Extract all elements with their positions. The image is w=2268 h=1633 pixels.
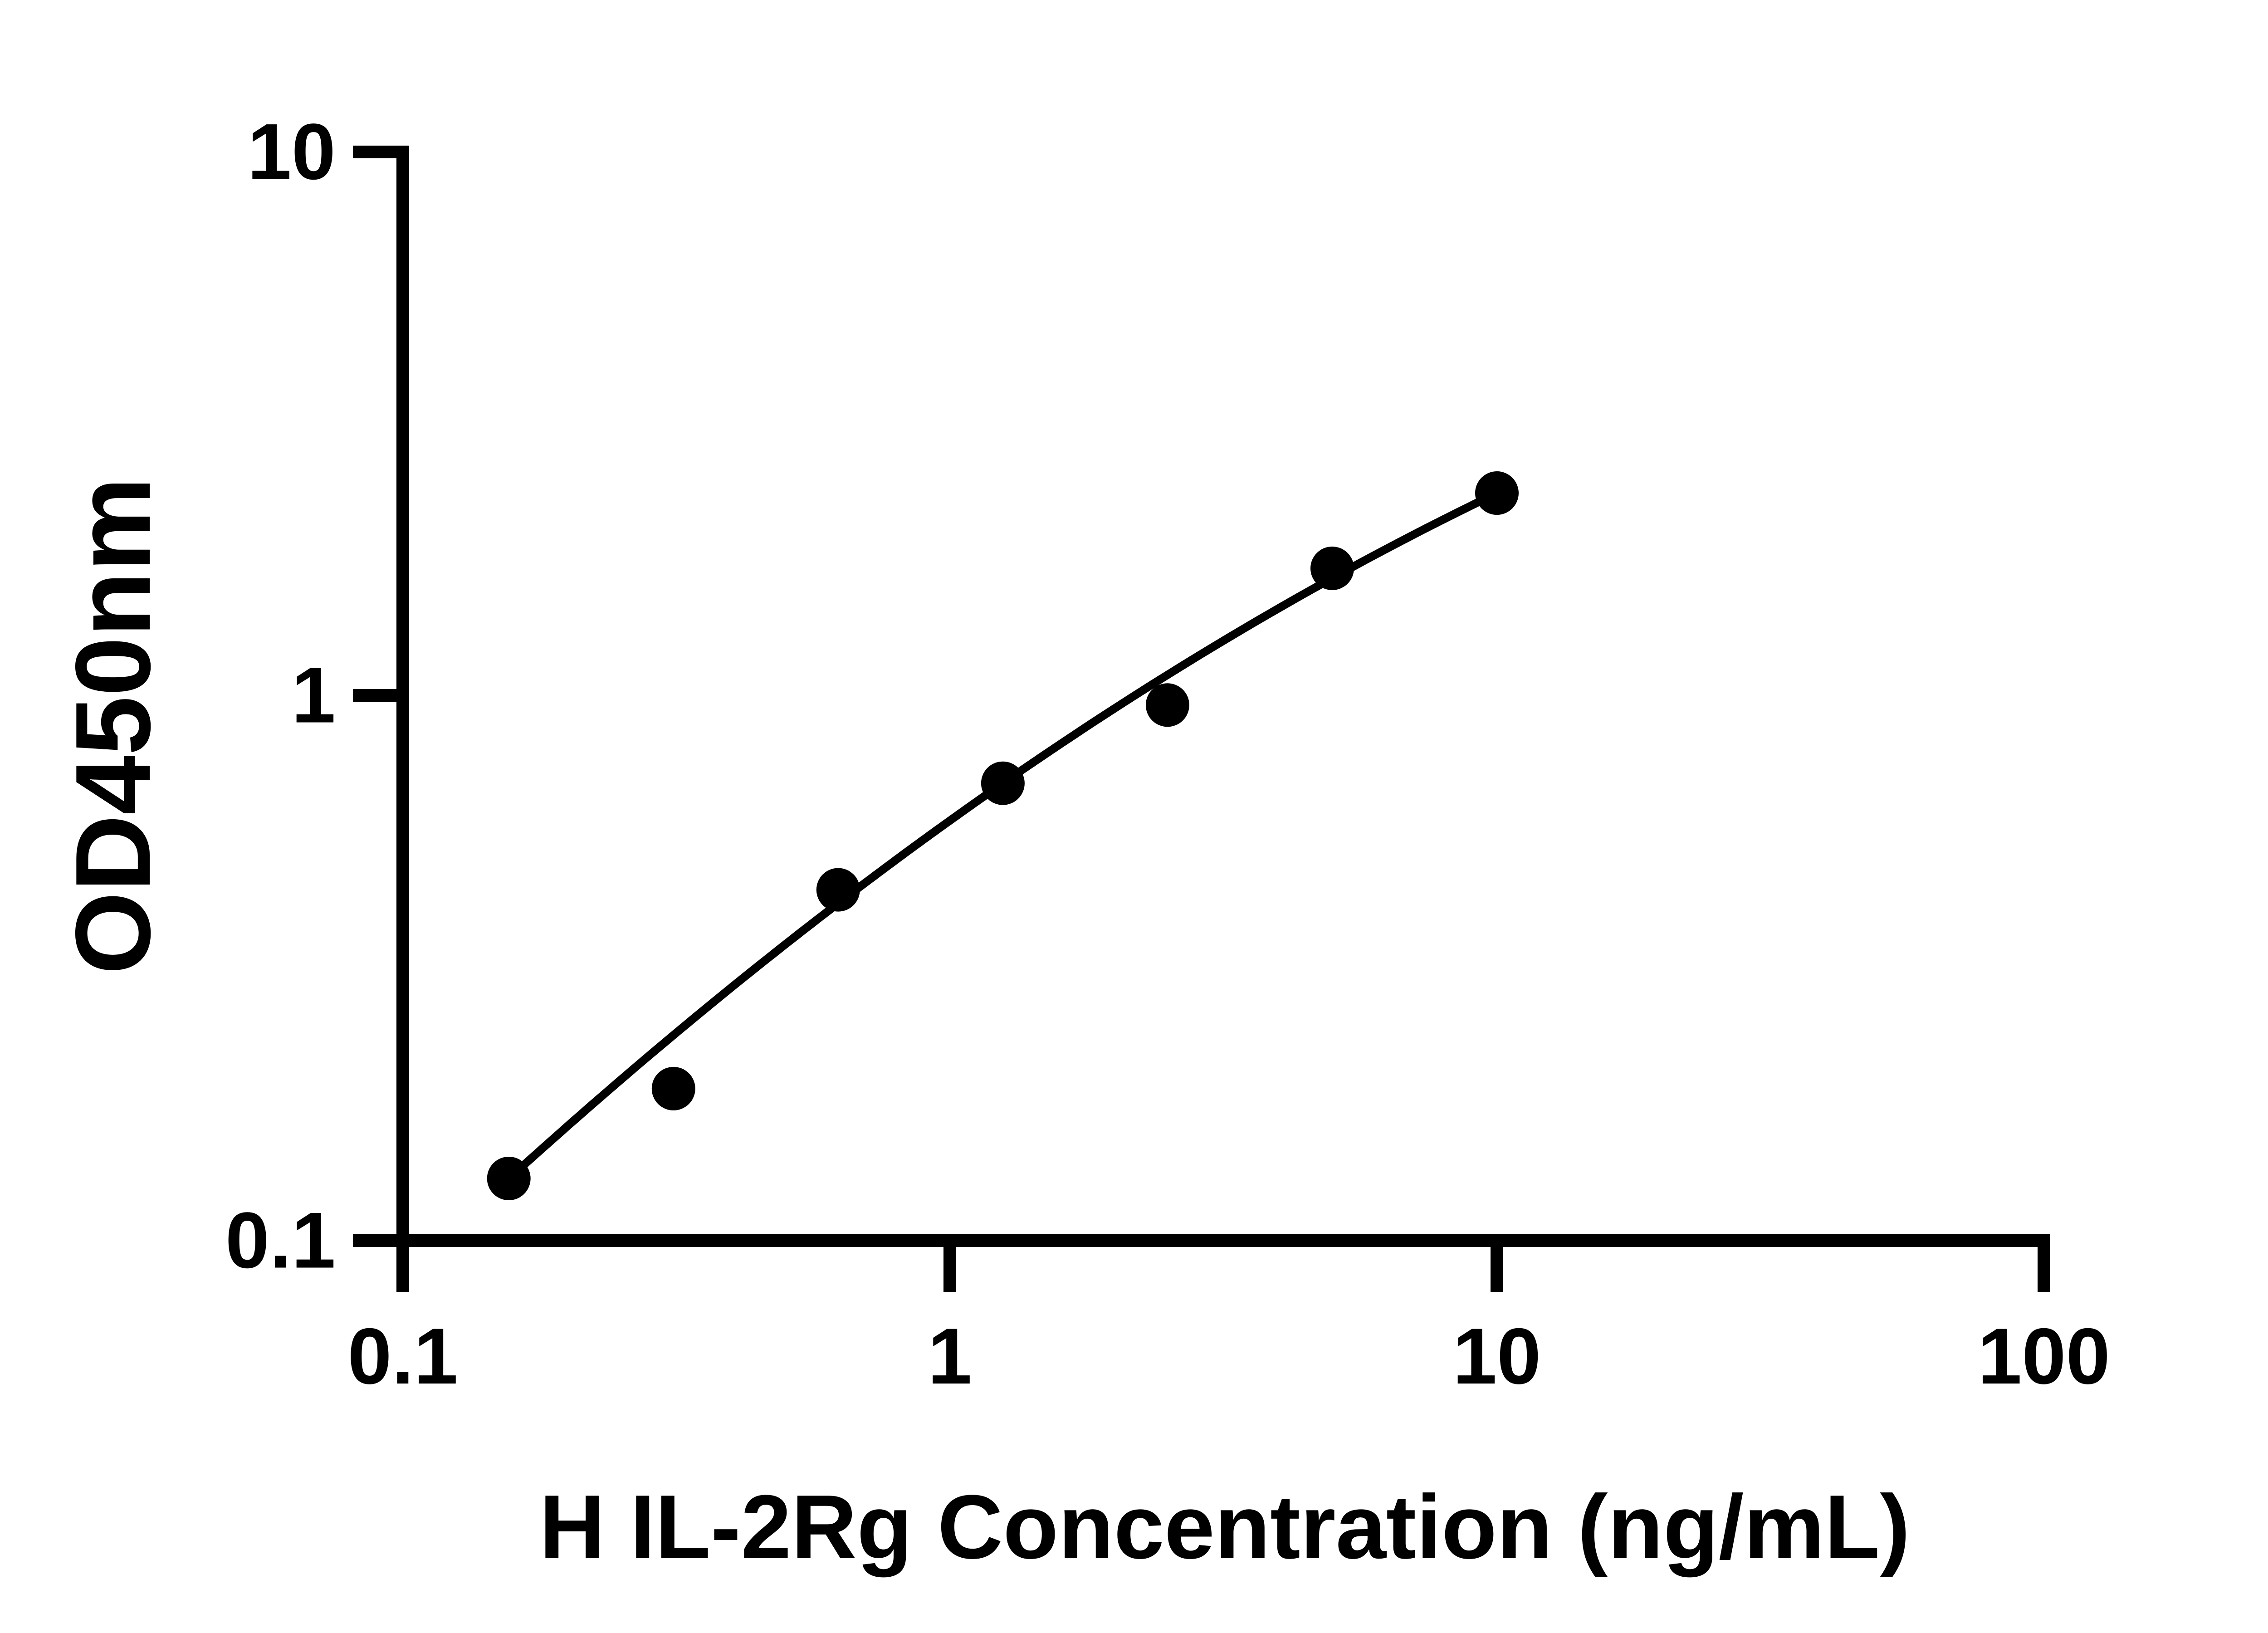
data-point — [981, 761, 1025, 805]
data-point — [1145, 683, 1189, 727]
tick-marks — [353, 146, 2050, 1292]
y-tick-label-1: 1 — [292, 651, 336, 740]
y-tick-label-10: 10 — [247, 108, 336, 196]
data-point — [1475, 471, 1519, 515]
x-axis-title: H IL-2Rg Concentration (ng/mL) — [539, 1477, 1910, 1578]
axes — [353, 146, 2050, 1292]
data-point — [651, 1066, 695, 1110]
data-point — [1310, 546, 1354, 590]
y-tick-labels: 10 1 0.1 — [225, 108, 336, 1285]
x-tick-labels: 0.1 1 10 100 — [347, 1312, 2110, 1401]
data-points — [487, 471, 1519, 1200]
data-point — [816, 868, 860, 912]
y-tick-label-0_1: 0.1 — [225, 1197, 336, 1285]
x-tick-label-0_1: 0.1 — [347, 1312, 458, 1401]
y-axis-title: OD450nm — [53, 477, 172, 974]
x-tick-label-100: 100 — [1978, 1312, 2110, 1401]
x-tick-label-10: 10 — [1453, 1312, 1541, 1401]
x-tick-label-1: 1 — [928, 1312, 972, 1401]
data-point — [487, 1157, 531, 1200]
